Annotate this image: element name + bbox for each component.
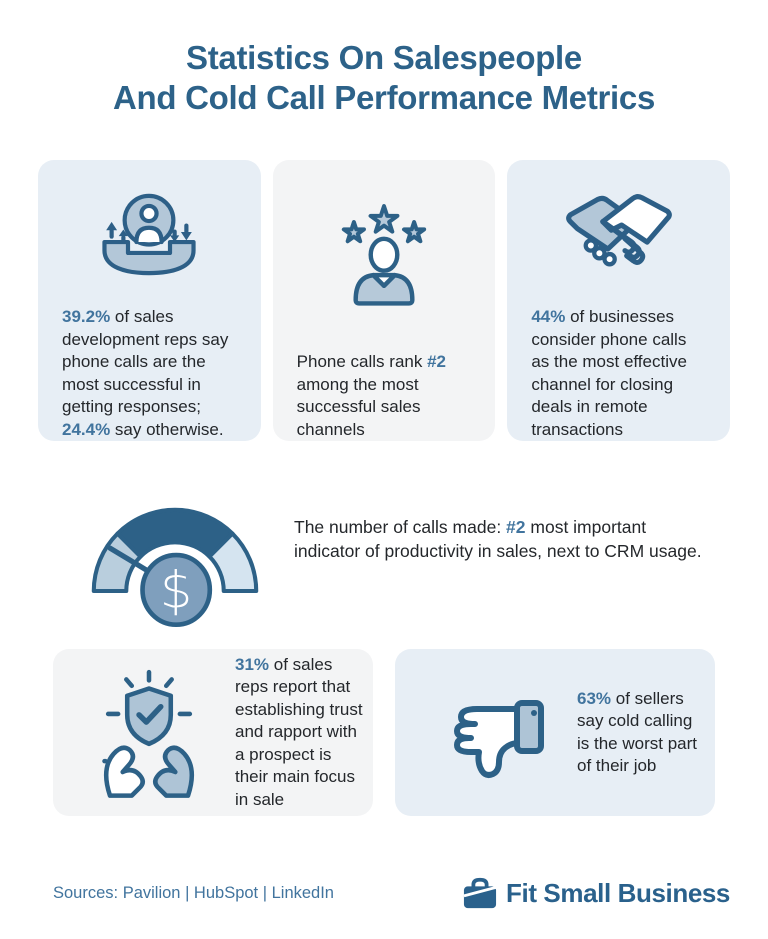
sources-text: Sources: Pavilion | HubSpot | LinkedIn <box>53 883 334 902</box>
bottom-card-trust: 31% of sales reps report that establishi… <box>53 649 373 816</box>
stat-card-text: 44% of businesses consider phone calls a… <box>531 307 687 439</box>
bottom-card-text: 31% of sales reps report that establishi… <box>235 654 363 809</box>
title-line-2: And Cold Call Performance Metrics <box>112 79 656 116</box>
stat-card-text: Phone calls rank #2 among the most succe… <box>296 352 446 439</box>
footer: Sources: Pavilion | HubSpot | LinkedIn F… <box>53 876 730 910</box>
hands-holding-shield-check-icon <box>79 666 219 800</box>
stat-card-closing-deals: 44% of businesses consider phone calls a… <box>507 160 731 441</box>
handshake-icon <box>531 184 706 290</box>
stat-card-row: 39.2% of sales development reps say phon… <box>38 160 731 441</box>
brand-logo: Fit Small Business <box>461 876 730 910</box>
stat-card-rank-channels: Phone calls rank #2 among the most succe… <box>272 160 496 441</box>
speedometer-dollar-gauge-icon: $ <box>80 475 270 627</box>
svg-text:$: $ <box>160 561 192 620</box>
title-line-1: Statistics On Salespeople <box>186 39 582 76</box>
gauge-statement: The number of calls made: #2 most import… <box>294 517 702 561</box>
phone-handset-person-arrows-icon <box>62 184 237 290</box>
briefcase-icon <box>461 876 499 910</box>
stat-card-phone-responses: 39.2% of sales development reps say phon… <box>38 160 261 441</box>
thumbs-down-icon <box>421 683 561 783</box>
salesperson-three-stars-icon <box>297 184 472 321</box>
bottom-card-text: 63% of sellers say cold calling is the w… <box>577 688 697 776</box>
stat-card-text: 39.2% of sales development reps say phon… <box>62 307 229 439</box>
infographic-page: Statistics On Salespeople And Cold Call … <box>0 38 768 939</box>
gauge-row: $ The number of calls made: #2 most impo… <box>80 475 730 627</box>
page-title: Statistics On Salespeople And Cold Call … <box>0 38 768 118</box>
bottom-card-row: 31% of sales reps report that establishi… <box>53 649 715 816</box>
bottom-card-cold-calling: 63% of sellers say cold calling is the w… <box>395 649 715 816</box>
brand-name: Fit Small Business <box>506 877 730 908</box>
